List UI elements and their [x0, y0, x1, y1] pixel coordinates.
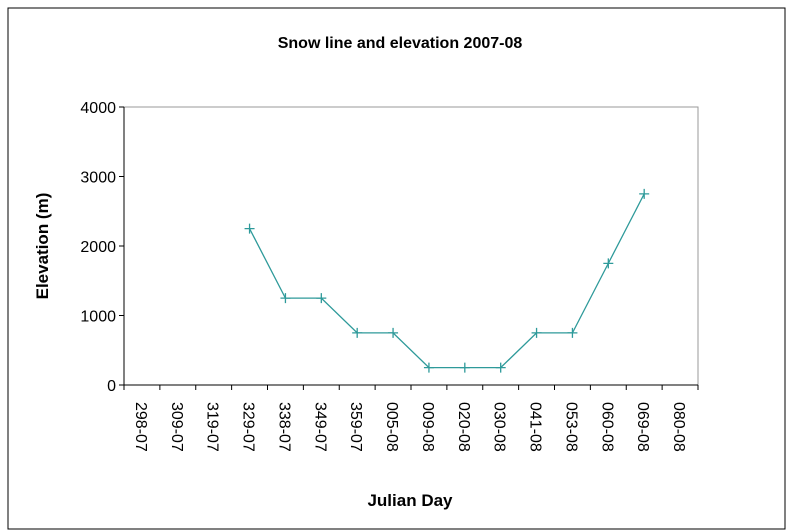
- x-tick-label: 009-08: [419, 402, 436, 452]
- point-marker: [423, 362, 434, 373]
- x-tick-label: 359-07: [347, 402, 364, 452]
- y-tick-label: 3000: [80, 170, 116, 187]
- point-marker: [459, 362, 470, 373]
- y-axis-title: Elevation (m): [33, 193, 52, 300]
- x-tick-label: 053-08: [562, 402, 579, 452]
- series-line: [248, 193, 645, 369]
- y-tick-label: 1000: [80, 309, 116, 326]
- x-tick-label: 069-08: [634, 402, 651, 452]
- x-tick-label: 020-08: [455, 402, 472, 452]
- point-marker: [639, 188, 650, 199]
- x-tick-label: 060-08: [598, 402, 615, 452]
- y-tick-label: 0: [107, 378, 116, 395]
- point-marker: [531, 327, 542, 338]
- point-marker: [280, 293, 291, 304]
- y-tick-label: 4000: [80, 100, 116, 117]
- point-marker: [388, 327, 399, 338]
- x-tick-label: 329-07: [240, 402, 257, 452]
- point-marker: [244, 223, 255, 234]
- point-marker: [316, 293, 327, 304]
- x-axis-title: Julian Day: [367, 491, 453, 510]
- point-marker: [603, 258, 614, 269]
- x-tick-label: 338-07: [275, 402, 292, 452]
- x-tick-label: 041-08: [527, 402, 544, 452]
- point-marker: [495, 362, 506, 373]
- x-tick-label: 349-07: [311, 402, 328, 452]
- point-marker: [567, 327, 578, 338]
- x-tick-label: 005-08: [383, 402, 400, 452]
- chart-title: Snow line and elevation 2007-08: [278, 35, 523, 52]
- x-tick-label: 298-07: [132, 402, 149, 452]
- point-marker: [352, 327, 363, 338]
- x-tick-label: 030-08: [491, 402, 508, 452]
- x-tick-label: 319-07: [204, 402, 221, 452]
- x-tick-label: 080-08: [670, 402, 687, 452]
- chart-frame: [7, 7, 786, 530]
- y-tick-label: 2000: [80, 239, 116, 256]
- x-tick-label: 309-07: [168, 402, 185, 452]
